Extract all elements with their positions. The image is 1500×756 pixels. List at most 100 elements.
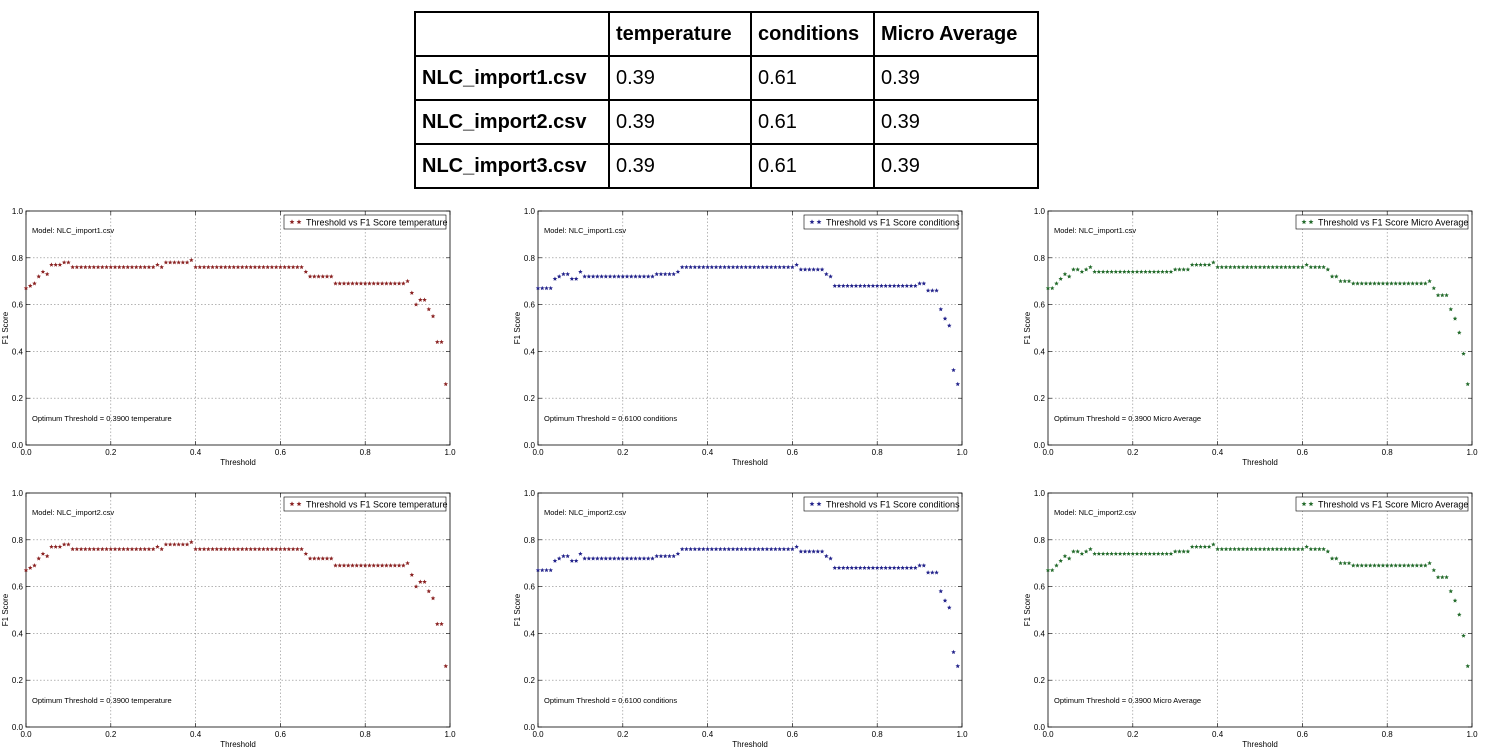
data-point — [104, 546, 109, 552]
data-point — [1206, 262, 1212, 267]
data-point — [1393, 281, 1398, 286]
data-point — [320, 556, 326, 561]
data-point — [1249, 264, 1254, 270]
data-point — [379, 281, 385, 286]
data-point — [295, 264, 300, 270]
results-table: temperature conditions Micro Average NLC… — [414, 11, 1039, 189]
data-point — [329, 274, 334, 279]
data-point — [887, 565, 893, 570]
data-point — [768, 546, 774, 552]
data-point — [290, 264, 296, 270]
data-point — [773, 546, 778, 552]
data-point — [730, 546, 736, 552]
y-tick-label: 0.4 — [524, 629, 536, 638]
data-point — [807, 267, 812, 272]
data-point — [879, 283, 884, 288]
data-point — [790, 546, 795, 552]
data-point — [1257, 264, 1263, 270]
data-point — [645, 274, 651, 279]
table-row-file: NLC_import1.csv — [414, 55, 610, 101]
data-point — [121, 264, 126, 270]
data-point — [1109, 269, 1114, 274]
x-tick-label: 0.4 — [190, 448, 202, 457]
data-point — [167, 260, 173, 265]
data-point — [1461, 351, 1466, 356]
x-tick-label: 1.0 — [956, 730, 968, 739]
data-point — [1321, 264, 1326, 270]
data-point — [938, 588, 944, 594]
data-point — [1266, 264, 1271, 270]
data-point — [544, 567, 549, 573]
data-point — [866, 283, 871, 288]
data-point — [1457, 612, 1462, 617]
data-point — [1219, 546, 1225, 552]
data-point — [718, 264, 723, 270]
x-tick-label: 0.8 — [360, 448, 372, 457]
data-point — [1452, 598, 1458, 603]
data-point — [764, 264, 770, 270]
table-cell: 0.39 — [608, 99, 752, 145]
data-point — [1096, 269, 1102, 274]
data-point — [112, 546, 118, 552]
y-tick-label: 0.0 — [12, 441, 24, 450]
data-point — [1444, 574, 1449, 580]
data-point — [1151, 269, 1157, 274]
y-tick-label: 1.0 — [1034, 489, 1046, 498]
table-header-cell: Micro Average — [873, 11, 1039, 57]
data-point — [409, 290, 415, 295]
data-point — [908, 565, 914, 570]
data-point — [913, 565, 918, 570]
y-tick-label: 0.8 — [12, 254, 24, 263]
data-point — [1376, 281, 1381, 286]
data-point — [261, 264, 266, 270]
x-tick-label: 0.2 — [105, 448, 117, 457]
data-point — [350, 281, 355, 286]
data-point — [764, 546, 770, 552]
y-tick-label: 0.4 — [12, 347, 24, 356]
table-cell: 0.61 — [750, 55, 875, 101]
data-point — [95, 546, 101, 552]
data-point — [612, 274, 617, 279]
data-point — [713, 546, 719, 552]
chart-panel: 0.0 0.2 0.4 0.6 0.8 1.0 0.0 0.2 0.4 0.6 0.8 1.0 Thre… — [513, 207, 968, 467]
data-point — [1295, 264, 1301, 270]
data-point — [1334, 274, 1339, 279]
data-point — [921, 563, 927, 568]
data-point — [443, 663, 449, 669]
table-header-row: temperature conditions Micro Average — [414, 11, 1039, 57]
x-tick-label: 0.2 — [105, 730, 117, 739]
data-point — [743, 264, 749, 270]
data-point — [1410, 281, 1415, 286]
data-point — [726, 546, 732, 552]
data-point — [426, 588, 432, 594]
data-point — [633, 274, 638, 279]
data-point — [299, 264, 304, 270]
data-point — [1117, 269, 1123, 274]
data-point — [629, 556, 634, 561]
data-point — [375, 563, 381, 568]
data-point — [367, 281, 372, 286]
y-tick-label: 0.6 — [1034, 301, 1046, 310]
data-point — [282, 264, 287, 270]
data-point — [718, 546, 723, 552]
data-point — [1164, 269, 1169, 274]
data-point — [1287, 546, 1292, 552]
data-point — [633, 556, 638, 561]
y-tick-label: 1.0 — [1034, 207, 1046, 216]
data-point — [193, 546, 198, 552]
data-point — [684, 546, 689, 552]
data-point — [248, 264, 253, 270]
data-point — [1236, 264, 1242, 270]
data-point — [189, 257, 194, 263]
table-header-cell — [414, 11, 610, 57]
data-point — [586, 274, 592, 279]
data-point — [798, 267, 804, 272]
plot-frame — [25, 210, 451, 446]
y-tick-label: 0.8 — [12, 536, 24, 545]
data-point — [1058, 558, 1063, 563]
model-annotation: Model: NLC_import2.csv — [544, 508, 626, 517]
x-tick-label: 0.8 — [360, 730, 372, 739]
plot-frame — [25, 492, 451, 728]
data-point — [874, 283, 880, 288]
data-point — [586, 556, 592, 561]
